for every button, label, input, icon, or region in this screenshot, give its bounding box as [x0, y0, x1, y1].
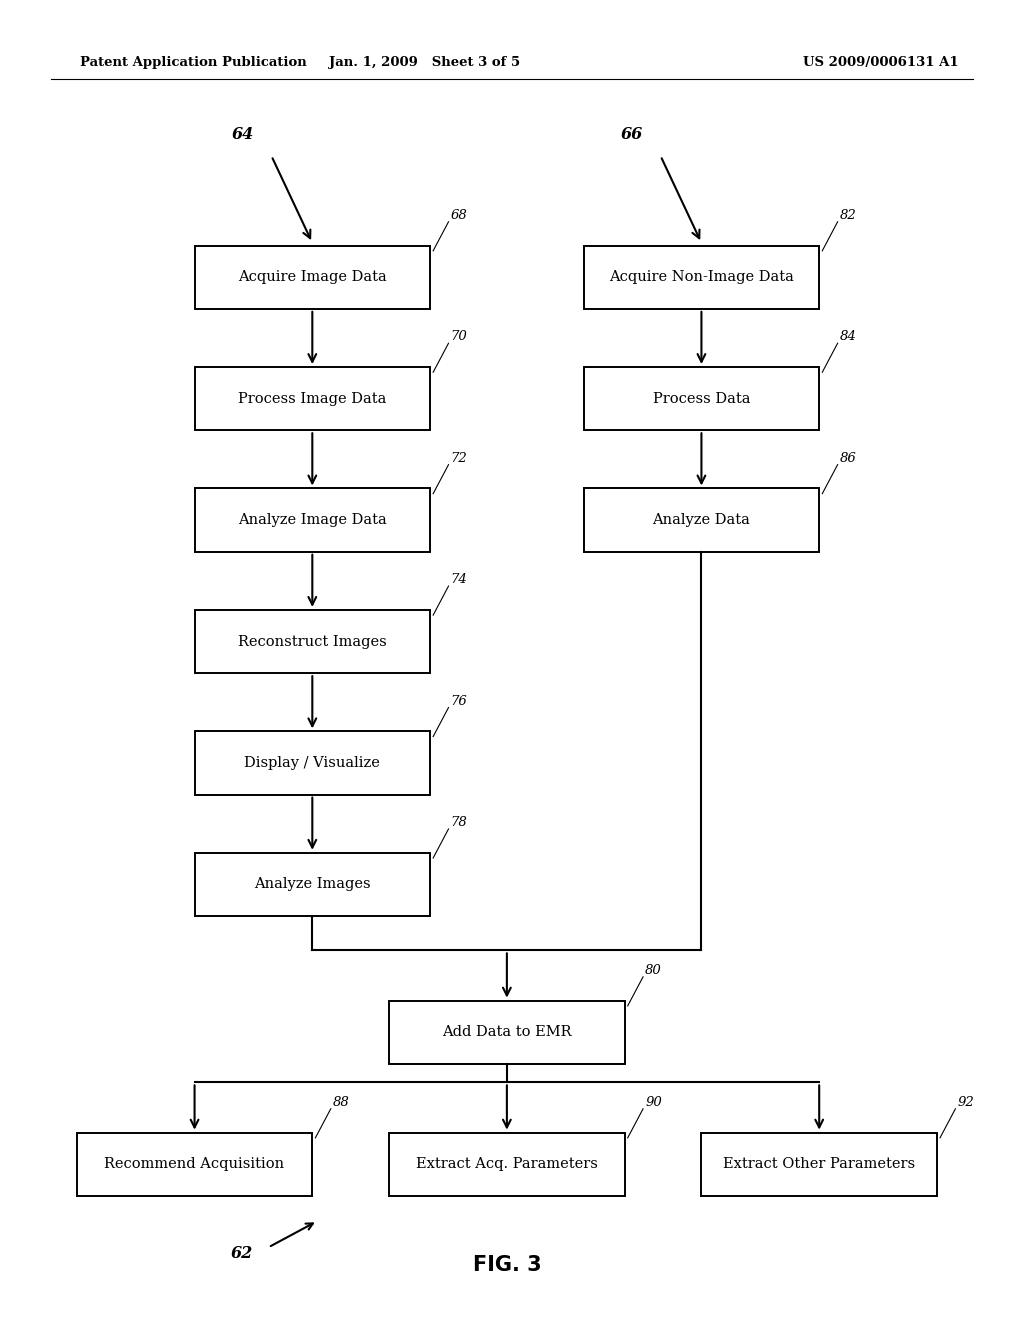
Text: Extract Acq. Parameters: Extract Acq. Parameters [416, 1158, 598, 1171]
Bar [701, 1133, 937, 1196]
Text: FIG. 3: FIG. 3 [472, 1254, 542, 1275]
Text: 84: 84 [840, 330, 856, 343]
Bar [584, 488, 819, 552]
Bar [195, 488, 430, 552]
Text: 78: 78 [451, 816, 467, 829]
Text: 90: 90 [645, 1096, 662, 1109]
Bar [389, 1133, 625, 1196]
Text: Process Data: Process Data [652, 392, 751, 405]
Bar [584, 246, 819, 309]
Text: Analyze Data: Analyze Data [652, 513, 751, 527]
Text: 86: 86 [840, 451, 856, 465]
Text: 72: 72 [451, 451, 467, 465]
Bar [195, 367, 430, 430]
Text: 70: 70 [451, 330, 467, 343]
Text: 74: 74 [451, 573, 467, 586]
Text: Acquire Non-Image Data: Acquire Non-Image Data [609, 271, 794, 284]
Bar [195, 853, 430, 916]
Text: 64: 64 [231, 125, 254, 143]
Text: Patent Application Publication: Patent Application Publication [80, 55, 306, 69]
Text: Analyze Image Data: Analyze Image Data [238, 513, 387, 527]
Bar [195, 610, 430, 673]
Bar [584, 367, 819, 430]
Text: 82: 82 [840, 209, 856, 222]
Text: Jan. 1, 2009   Sheet 3 of 5: Jan. 1, 2009 Sheet 3 of 5 [330, 55, 520, 69]
Text: Acquire Image Data: Acquire Image Data [238, 271, 387, 284]
Text: Analyze Images: Analyze Images [254, 878, 371, 891]
Bar [77, 1133, 312, 1196]
Bar [195, 731, 430, 795]
Bar [389, 1001, 625, 1064]
Text: US 2009/0006131 A1: US 2009/0006131 A1 [803, 55, 958, 69]
Text: 62: 62 [230, 1246, 253, 1262]
Text: Process Image Data: Process Image Data [239, 392, 386, 405]
Text: Reconstruct Images: Reconstruct Images [238, 635, 387, 648]
Text: 92: 92 [957, 1096, 974, 1109]
Text: 88: 88 [333, 1096, 349, 1109]
Text: 66: 66 [621, 125, 643, 143]
Text: 76: 76 [451, 694, 467, 708]
Bar [195, 246, 430, 309]
Text: Recommend Acquisition: Recommend Acquisition [104, 1158, 285, 1171]
Text: Add Data to EMR: Add Data to EMR [442, 1026, 571, 1039]
Text: Extract Other Parameters: Extract Other Parameters [723, 1158, 915, 1171]
Text: 68: 68 [451, 209, 467, 222]
Text: Display / Visualize: Display / Visualize [245, 756, 380, 770]
Text: 80: 80 [645, 964, 662, 977]
